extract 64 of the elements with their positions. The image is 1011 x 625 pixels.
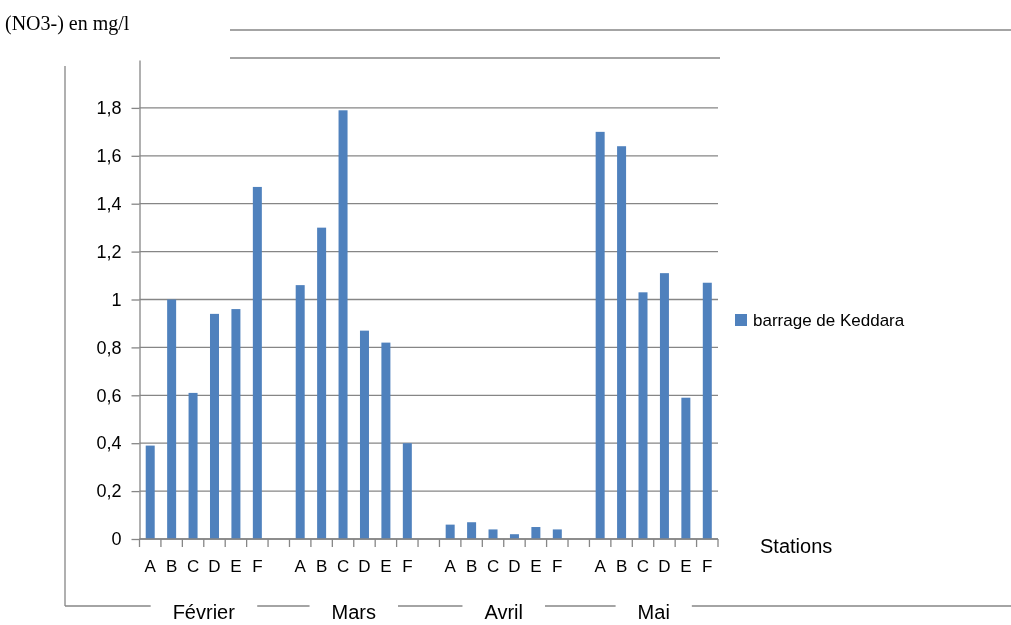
text: Avril [484,601,524,623]
x-tick-label: E [680,557,692,576]
y-tick-label: 0 [111,529,122,550]
bar [659,273,669,539]
bar [595,131,605,539]
x-axis-title: Stations [760,535,833,557]
y-tick-label: 1,4 [96,193,122,214]
bar [252,186,262,539]
x-tick-label: F [552,557,563,576]
bar [488,529,498,539]
y-tick-label: 0,8 [96,337,122,358]
bar [445,524,455,539]
x-tick-label: C [636,557,650,576]
bar [467,522,477,539]
bar [209,313,219,539]
bar [381,342,391,539]
bar [167,299,177,539]
x-tick-label: D [208,557,221,576]
bar [617,146,627,539]
x-tick-label: F [252,557,263,576]
x-tick-label: D [658,557,671,576]
x-tick-label: A [594,557,607,576]
y-tick-label: 1,6 [96,146,122,167]
x-tick-label: F [402,557,413,576]
bar [145,445,155,539]
text: Mai [637,601,670,623]
x-tick-label: A [144,557,157,576]
y-tick-label: 0,6 [96,385,122,406]
bar [359,330,369,539]
text: Mars [331,601,376,623]
bar [188,392,198,539]
bar [317,227,327,539]
x-tick-label: B [315,557,328,576]
x-tick-label: F [702,557,713,576]
bar [402,443,412,539]
y-tick-label: 1,2 [96,241,122,262]
x-tick-label: E [380,557,392,576]
x-tick-label: C [186,557,200,576]
x-tick-label: B [465,557,478,576]
x-tick-label: A [294,557,307,576]
y-tick-label: 1,8 [96,98,122,119]
text: Février [172,601,236,623]
x-tick-label: E [230,557,242,576]
x-tick-label: D [358,557,371,576]
y-tick-label: 0,2 [96,481,122,502]
bar [681,397,691,539]
x-tick-label: A [444,557,457,576]
bar [295,285,305,539]
bar [702,282,712,539]
x-tick-label: C [486,557,500,576]
y-axis-title: (NO3-) en mg/l [5,12,130,35]
x-tick-label: B [615,557,628,576]
bar [231,309,241,539]
bar [638,292,648,539]
x-tick-label: C [336,557,350,576]
x-tick-label: E [530,557,542,576]
x-tick-label: B [165,557,178,576]
legend-label: barrage de Keddara [753,311,905,330]
y-tick-label: 0,4 [96,433,122,454]
bar [531,527,541,539]
bar [338,110,348,539]
bar [552,529,562,539]
y-tick-label: 1 [111,289,122,310]
x-tick-label: D [508,557,521,576]
